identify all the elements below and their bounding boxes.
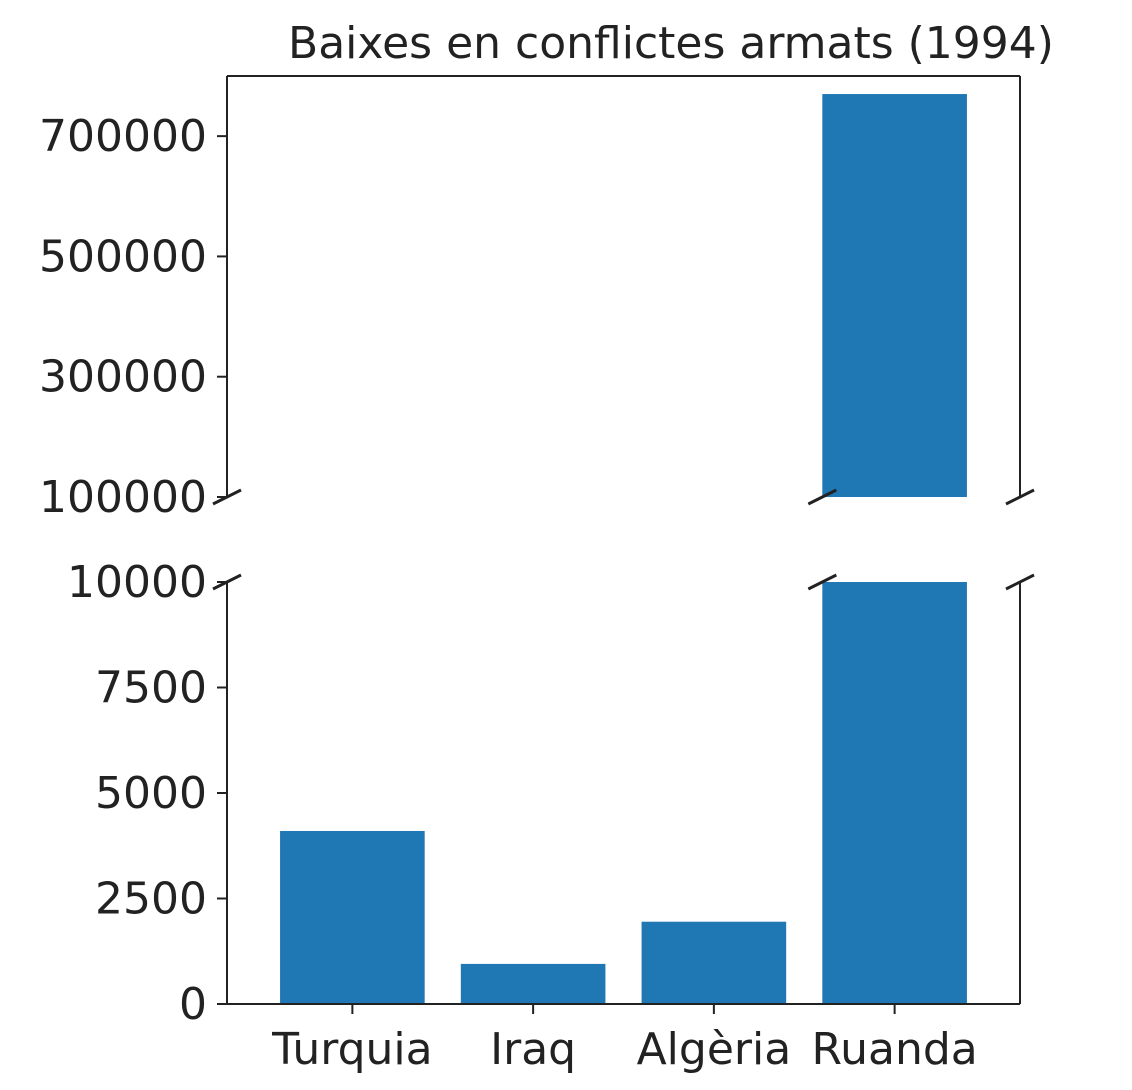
break-mark-upper-left bbox=[212, 488, 242, 506]
lower-y-tick-label: 10000 bbox=[67, 557, 207, 608]
bar-lower-ruanda bbox=[822, 582, 967, 1004]
break-mark-bar-lower bbox=[807, 573, 837, 591]
bar-lower-algèria bbox=[641, 921, 787, 1004]
lower-y-tick-label: 0 bbox=[179, 979, 207, 1030]
lower-panel: Turquia Iraq Algèria Ruanda 0 2500 5000 7500 100… bbox=[67, 557, 1021, 1075]
upper-y-tick-label: 700000 bbox=[39, 111, 207, 162]
chart-title: Baixes en conflictes armats (1994) bbox=[288, 18, 1054, 69]
x-tick-label: Iraq bbox=[490, 1024, 576, 1075]
break-mark-lower-right bbox=[1005, 573, 1035, 591]
bar-lower-iraq bbox=[460, 963, 606, 1004]
x-tick-label: Turquia bbox=[271, 1024, 432, 1075]
lower-y-tick-label: 7500 bbox=[95, 663, 207, 714]
lower-y-tick-label: 5000 bbox=[95, 768, 207, 819]
upper-y-tick-label: 300000 bbox=[39, 352, 207, 403]
break-mark-upper-right bbox=[1005, 488, 1035, 506]
bar-lower-turquia bbox=[280, 830, 425, 1004]
break-mark-lower-left bbox=[212, 573, 242, 591]
x-tick-label: Ruanda bbox=[812, 1024, 978, 1075]
lower-y-tick-label: 2500 bbox=[95, 874, 207, 925]
bar-upper-ruanda bbox=[822, 94, 967, 498]
upper-y-tick-label: 100000 bbox=[39, 472, 207, 523]
x-tick-label: Algèria bbox=[637, 1024, 792, 1075]
upper-y-tick-label: 500000 bbox=[39, 231, 207, 282]
upper-panel: 100000 300000 500000 700000 bbox=[39, 75, 1021, 523]
axis-break-marks bbox=[212, 488, 1035, 591]
break-mark-bar-upper bbox=[807, 488, 837, 506]
